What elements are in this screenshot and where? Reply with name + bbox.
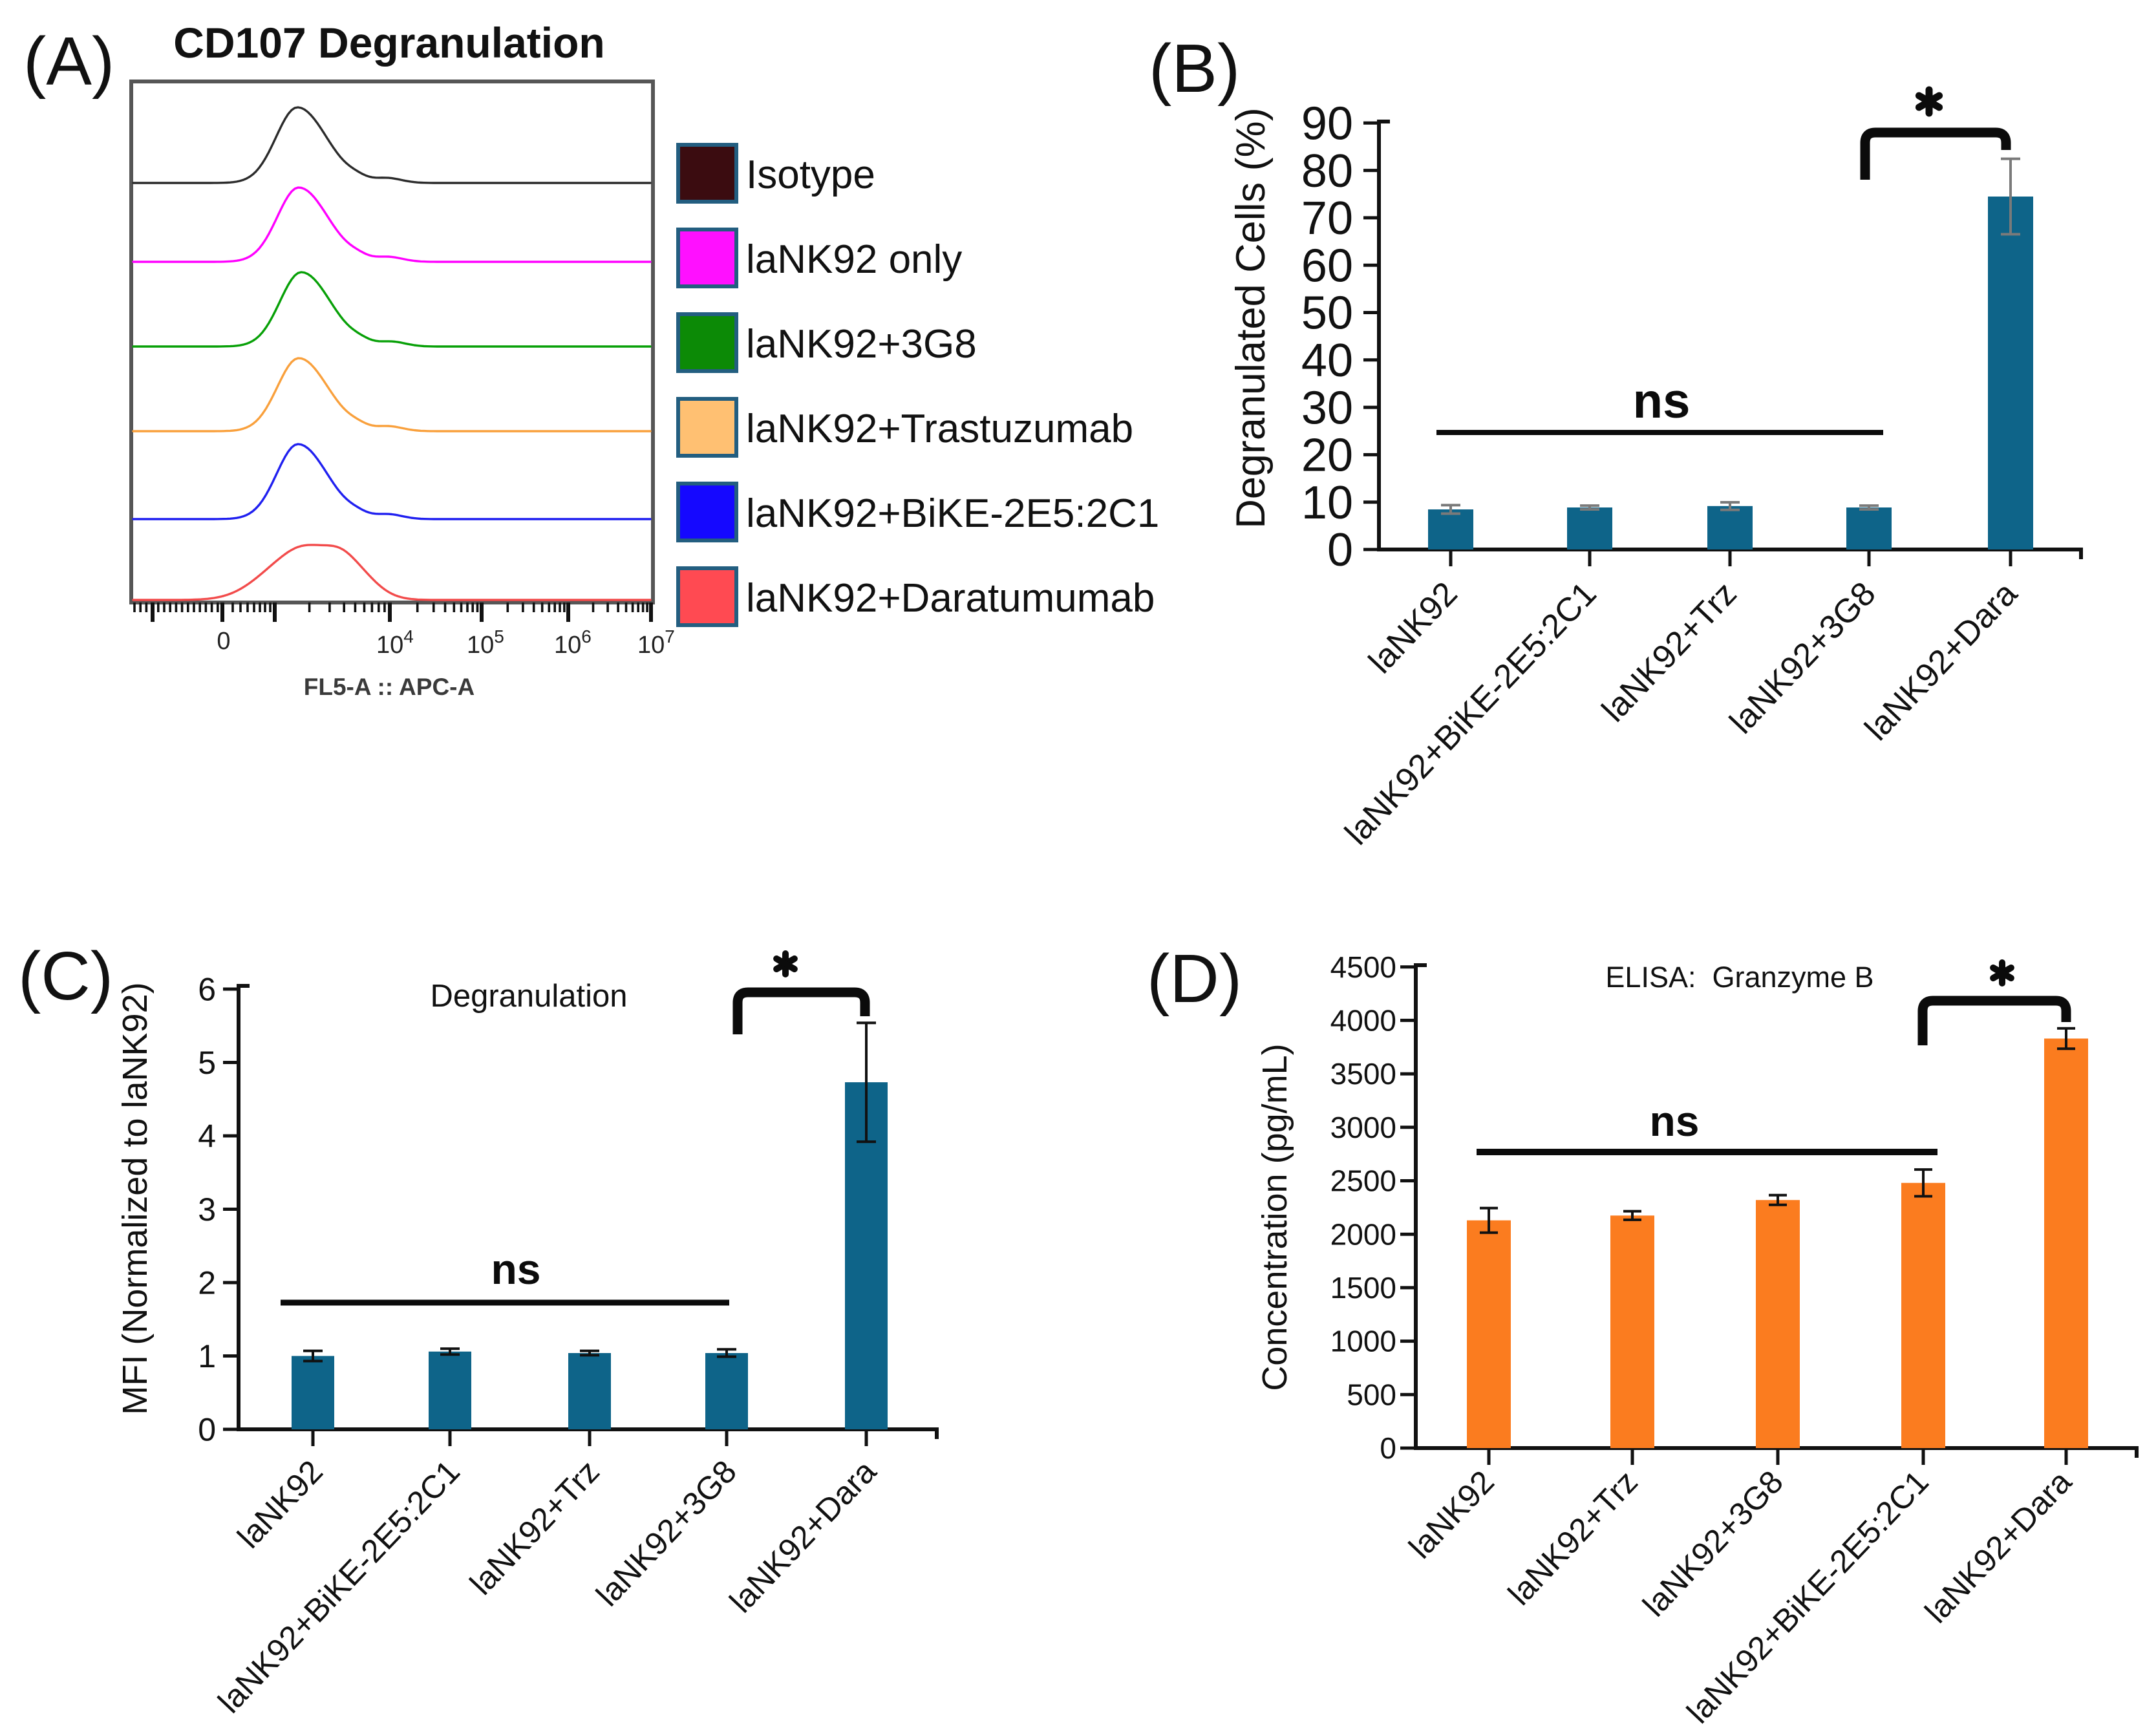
- svg-text:0: 0: [1327, 524, 1353, 576]
- svg-text:500: 500: [1347, 1378, 1396, 1411]
- svg-text:ns: ns: [1633, 374, 1691, 429]
- svg-text:3500: 3500: [1330, 1057, 1396, 1091]
- svg-text:0: 0: [217, 628, 230, 655]
- svg-text:3000: 3000: [1330, 1111, 1396, 1144]
- svg-text:ns: ns: [1649, 1097, 1699, 1145]
- svg-text:105: 105: [467, 626, 504, 659]
- svg-text:4: 4: [198, 1118, 216, 1155]
- svg-text:1000: 1000: [1330, 1325, 1396, 1358]
- svg-text:laNK92+Daratumumab: laNK92+Daratumumab: [746, 576, 1155, 621]
- svg-text:1: 1: [198, 1338, 216, 1374]
- svg-text:10: 10: [1301, 477, 1353, 529]
- svg-text:laNK92 only: laNK92 only: [746, 237, 962, 282]
- svg-text:4000: 4000: [1330, 1004, 1396, 1038]
- svg-text:(C): (C): [18, 938, 113, 1014]
- svg-text:laNK92+BiKE-2E5:2C1: laNK92+BiKE-2E5:2C1: [746, 491, 1159, 536]
- svg-text:0: 0: [1380, 1431, 1396, 1465]
- svg-text:30: 30: [1301, 382, 1353, 434]
- svg-text:ns: ns: [491, 1245, 540, 1293]
- svg-text:(B): (B): [1149, 30, 1240, 107]
- svg-text:2000: 2000: [1330, 1217, 1396, 1251]
- svg-text:laNK92+3G8: laNK92+3G8: [746, 322, 977, 367]
- svg-text:2: 2: [198, 1265, 216, 1301]
- svg-text:40: 40: [1301, 335, 1353, 387]
- svg-text:CD107 Degranulation: CD107 Degranulation: [173, 19, 604, 67]
- svg-text:FL5-A :: APC-A: FL5-A :: APC-A: [304, 674, 475, 700]
- svg-text:70: 70: [1301, 193, 1353, 244]
- svg-text:90: 90: [1301, 98, 1353, 150]
- svg-text:4500: 4500: [1330, 950, 1396, 984]
- svg-text:3: 3: [198, 1191, 216, 1228]
- svg-text:Degranulation: Degranulation: [430, 979, 627, 1014]
- svg-text:MFI (Normalized to laNK92): MFI (Normalized to laNK92): [116, 982, 155, 1414]
- svg-text:80: 80: [1301, 145, 1353, 197]
- svg-text:0: 0: [198, 1412, 216, 1448]
- svg-text:20: 20: [1301, 430, 1353, 482]
- svg-text:Concentration (pg/mL): Concentration (pg/mL): [1255, 1043, 1294, 1391]
- svg-text:ELISA: Granzyme B: ELISA: Granzyme B: [1605, 961, 1873, 994]
- svg-text:(A): (A): [23, 23, 114, 100]
- svg-text:50: 50: [1301, 288, 1353, 339]
- svg-text:1500: 1500: [1330, 1271, 1396, 1305]
- svg-text:6: 6: [198, 972, 216, 1008]
- svg-text:(D): (D): [1147, 941, 1242, 1017]
- svg-text:60: 60: [1301, 240, 1353, 292]
- svg-text:5: 5: [198, 1045, 216, 1081]
- svg-text:Isotype: Isotype: [746, 153, 875, 197]
- svg-text:Degranulated Cells (%): Degranulated Cells (%): [1228, 107, 1274, 528]
- svg-text:2500: 2500: [1330, 1164, 1396, 1198]
- svg-text:laNK92+Trastuzumab: laNK92+Trastuzumab: [746, 407, 1133, 451]
